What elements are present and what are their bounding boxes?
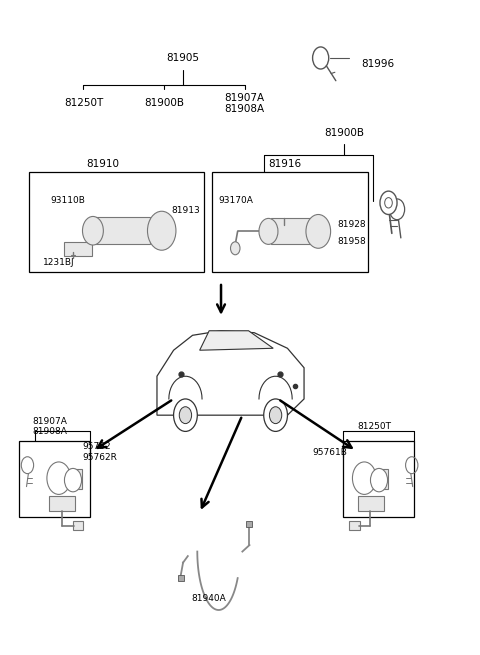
- Circle shape: [389, 199, 405, 219]
- Circle shape: [384, 198, 392, 208]
- Bar: [54, 469, 83, 489]
- Bar: [29, 172, 204, 272]
- Circle shape: [230, 242, 240, 255]
- Bar: [271, 218, 313, 244]
- Text: 95752
95762R: 95752 95762R: [83, 443, 117, 462]
- Polygon shape: [200, 331, 273, 350]
- Bar: [360, 469, 388, 489]
- Text: 81907A
81908A: 81907A 81908A: [33, 417, 68, 436]
- Bar: [343, 441, 414, 517]
- Bar: [96, 217, 150, 244]
- Text: 81928: 81928: [337, 220, 366, 229]
- Circle shape: [174, 399, 197, 432]
- Text: 81907A
81908A: 81907A 81908A: [225, 92, 265, 114]
- Text: 81916: 81916: [268, 159, 301, 169]
- Text: 81250T: 81250T: [64, 98, 103, 109]
- Circle shape: [179, 407, 192, 424]
- Text: 95761B: 95761B: [312, 448, 347, 457]
- Circle shape: [380, 191, 397, 214]
- Bar: [64, 242, 92, 256]
- Text: 81958: 81958: [337, 237, 366, 246]
- Bar: [349, 521, 360, 530]
- Text: 81996: 81996: [361, 60, 394, 69]
- Text: 81910: 81910: [86, 159, 119, 169]
- Circle shape: [306, 214, 331, 248]
- Text: 81250T: 81250T: [358, 422, 392, 431]
- Circle shape: [352, 462, 376, 495]
- Circle shape: [269, 407, 282, 424]
- Text: 81900B: 81900B: [144, 98, 184, 109]
- Bar: [73, 521, 84, 530]
- Circle shape: [64, 468, 82, 492]
- Circle shape: [259, 218, 278, 244]
- Bar: [358, 496, 384, 511]
- Text: 93170A: 93170A: [219, 196, 253, 206]
- Bar: [212, 172, 368, 272]
- Bar: [19, 441, 90, 517]
- Text: 81900B: 81900B: [324, 128, 364, 138]
- Text: 81940A: 81940A: [192, 595, 227, 603]
- Text: 1231BJ: 1231BJ: [43, 258, 75, 267]
- Text: 93110B: 93110B: [50, 196, 85, 206]
- Bar: [49, 496, 75, 511]
- Text: 81905: 81905: [167, 53, 200, 63]
- Polygon shape: [157, 331, 304, 415]
- Circle shape: [264, 399, 288, 432]
- Circle shape: [83, 216, 103, 245]
- Circle shape: [147, 212, 176, 250]
- Circle shape: [371, 468, 387, 492]
- Text: 81913: 81913: [171, 206, 200, 215]
- Circle shape: [47, 462, 71, 495]
